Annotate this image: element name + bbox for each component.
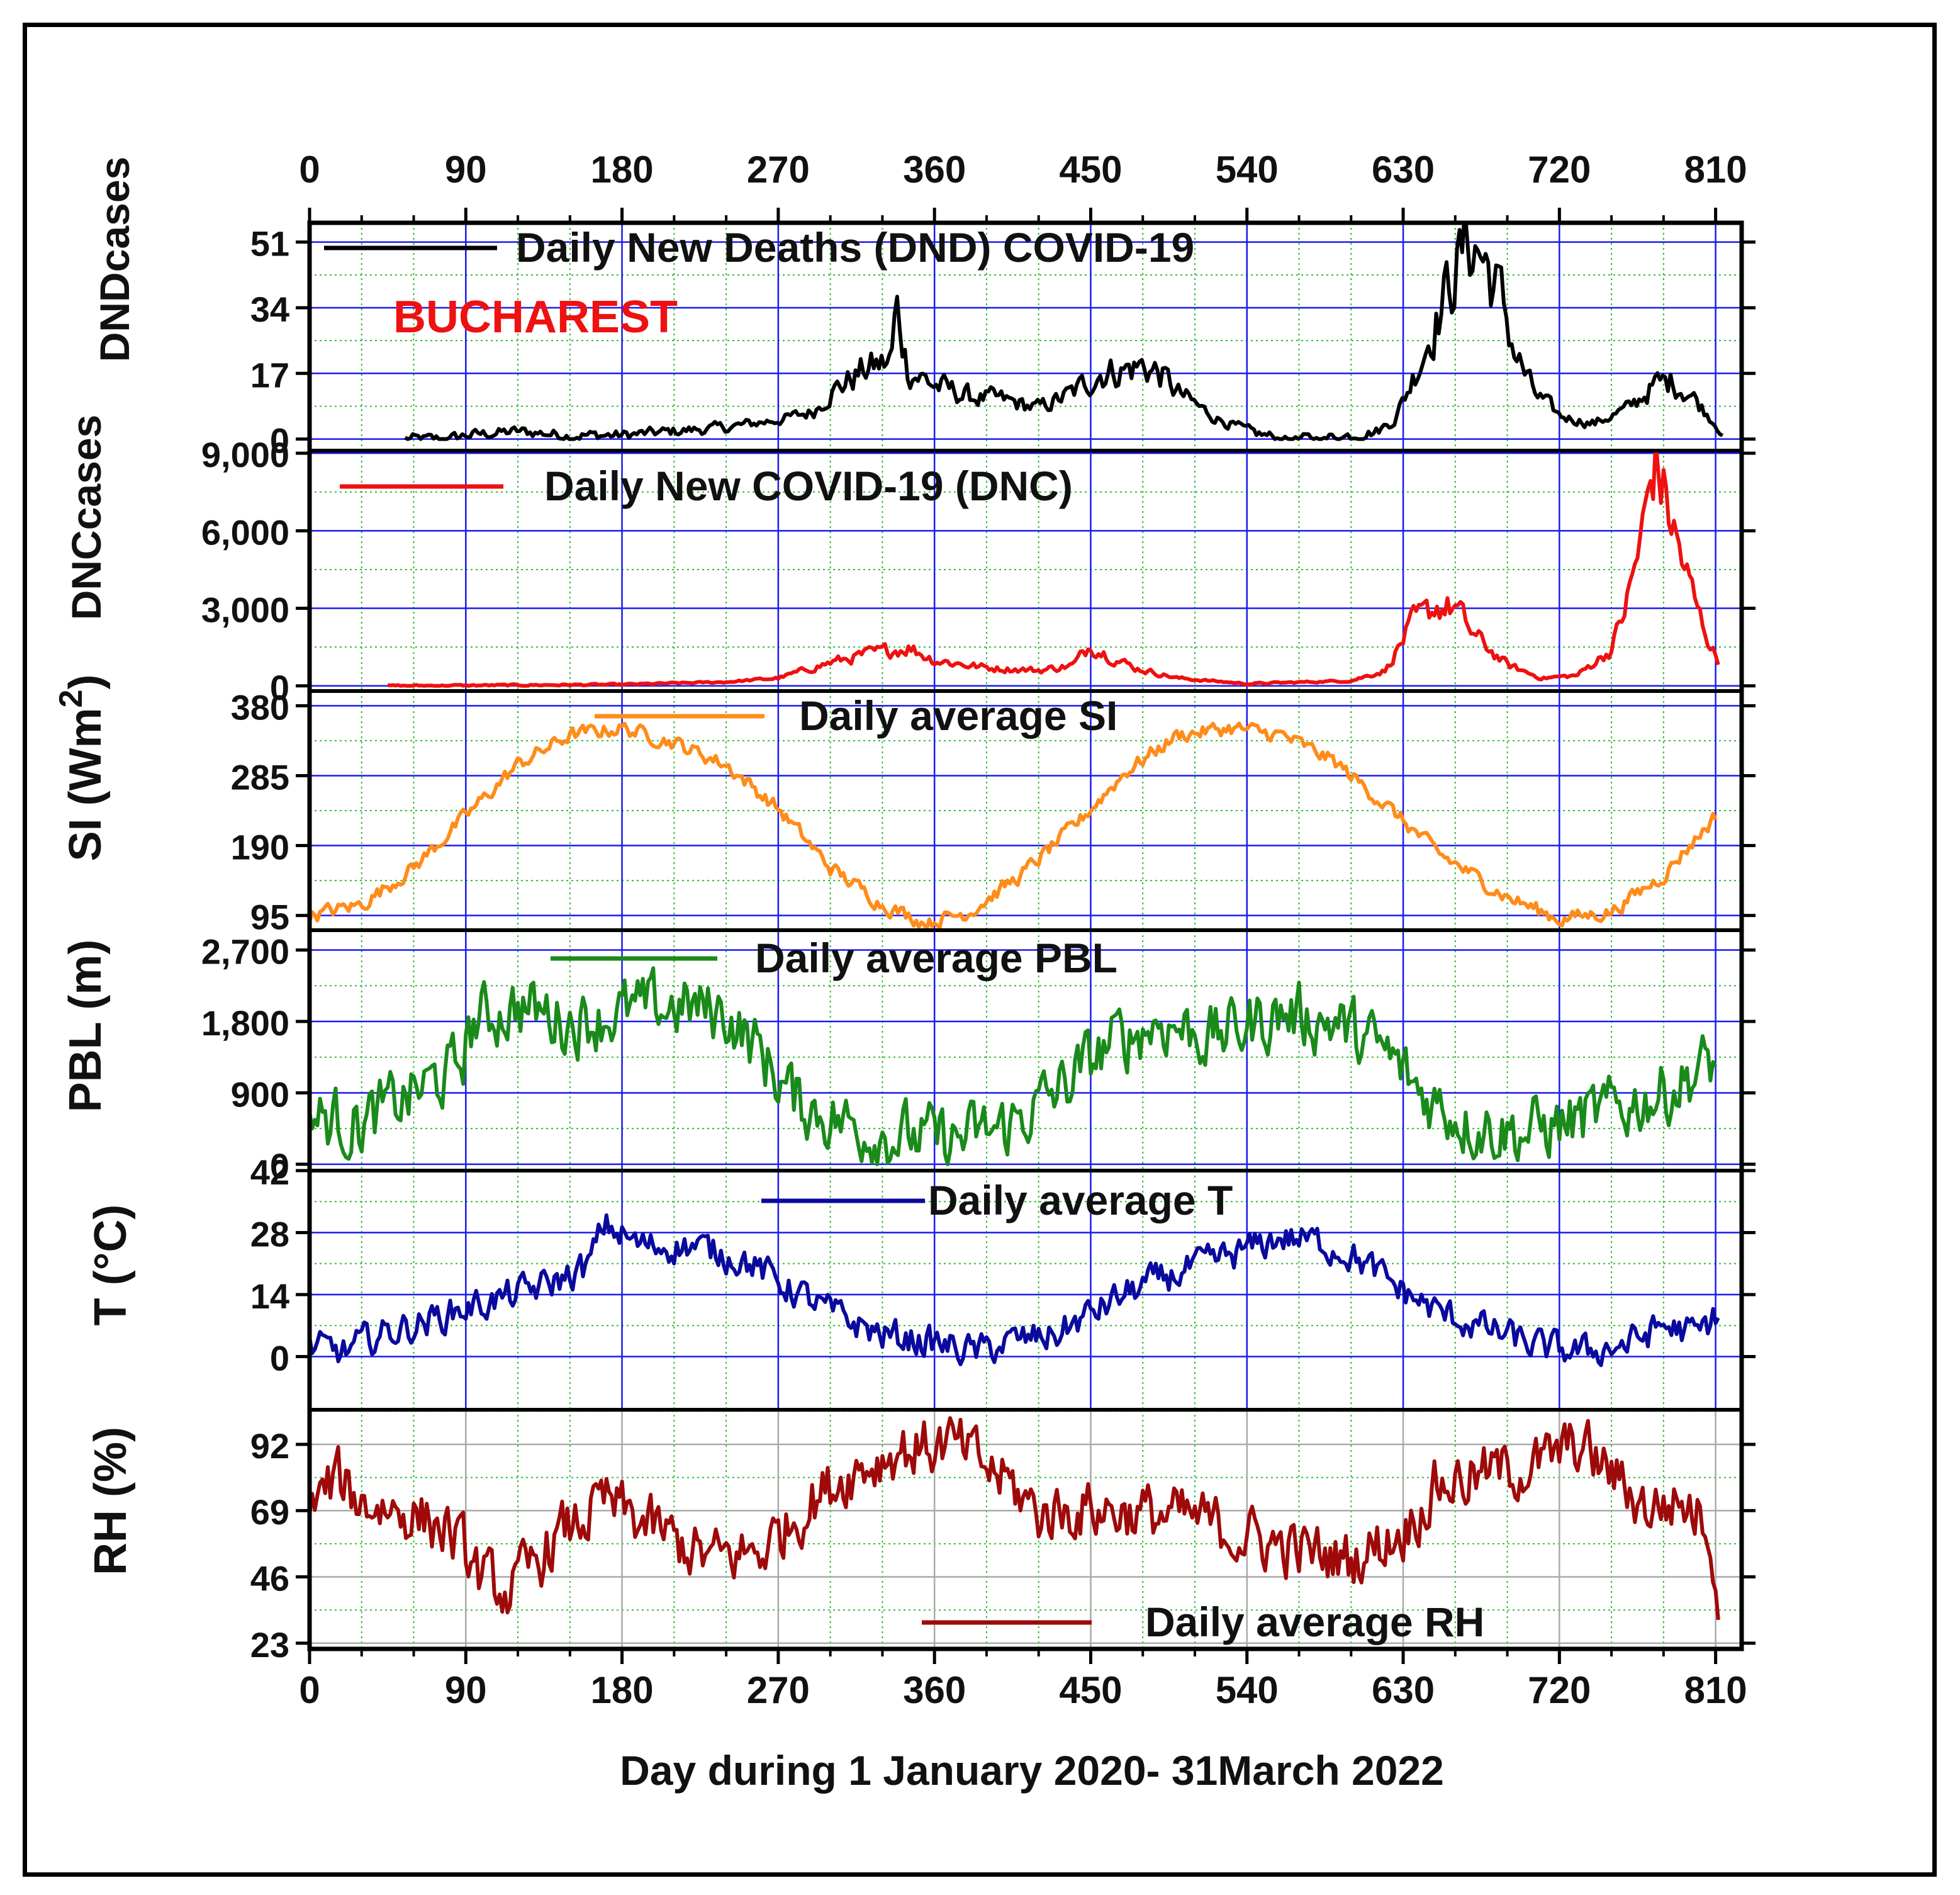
legend-label-t: Daily average T <box>928 1177 1233 1223</box>
y-tick-label: 69 <box>250 1492 289 1532</box>
minor-grid-si <box>310 691 1742 930</box>
y-tick-label: 92 <box>250 1426 289 1466</box>
y-tick-label: 2,700 <box>201 932 289 972</box>
y-tick-label: 51 <box>250 224 289 264</box>
x-tick-label-top: 90 <box>445 149 487 191</box>
x-tick-label-top: 180 <box>591 149 654 191</box>
y-axis-label-dnd: DNDcases <box>91 157 138 363</box>
y-tick-label: 95 <box>250 897 289 937</box>
legend-label-rh: Daily average RH <box>1145 1599 1484 1645</box>
y-tick-label: 34 <box>250 290 289 329</box>
x-tick-label-top: 810 <box>1684 149 1747 191</box>
legend-label-dnd: Daily New Deaths (DND) COVID-19 <box>516 224 1194 271</box>
series-line-dnc <box>387 451 1720 688</box>
y-tick-label: 42 <box>250 1152 289 1192</box>
y-tick-label: 190 <box>231 828 289 867</box>
x-tick-label-bottom: 540 <box>1216 1669 1279 1711</box>
x-tick-label-bottom: 810 <box>1684 1669 1747 1711</box>
x-tick-label-bottom: 90 <box>445 1669 487 1711</box>
y-tick-label: 0 <box>270 421 289 461</box>
panel-pbl: 0 900 1,800 2,700 PBL (m) Daily average PBL <box>60 928 1756 1186</box>
y-tick-label: 1,800 <box>201 1003 289 1043</box>
y-axis-label-rh: RH (%) <box>86 1427 136 1575</box>
y-axis-label-dnc: DNCcases <box>63 415 109 621</box>
panel-dnc: 0 3,000 6,000 9,000 DNCcases Daily New COVID-… <box>63 415 1756 707</box>
minor-grid-t <box>310 1171 1742 1410</box>
y-tick-label: 3,000 <box>201 590 289 630</box>
x-tick-label-top: 0 <box>299 149 320 191</box>
y-tick-label: 0 <box>270 1339 289 1378</box>
series-line-dnd <box>404 223 1724 441</box>
y-tick-label: 285 <box>231 757 289 797</box>
x-tick-label-bottom: 180 <box>591 1669 654 1711</box>
y-tick-label: 900 <box>231 1074 289 1114</box>
y-tick-label: 14 <box>250 1276 289 1316</box>
y-tick-label: 46 <box>250 1559 289 1599</box>
x-tick-label-top: 630 <box>1372 149 1435 191</box>
x-tick-label-top: 360 <box>903 149 966 191</box>
y-tick-label: 0 <box>270 1146 289 1186</box>
y-tick-label: 23 <box>250 1625 289 1665</box>
legend-label-dnc: Daily New COVID-19 (DNC) <box>544 463 1073 509</box>
x-axis: 0 0 90 90 180 180 270 270 360 360 450 450 540 540 630 6… <box>299 149 1747 1711</box>
y-tick-label: 9,000 <box>201 435 289 475</box>
x-axis-title: Day during 1 January 2020- 31March 2022 <box>620 1747 1444 1794</box>
city-label: BUCHAREST <box>393 292 678 342</box>
plot-border <box>307 220 1744 1651</box>
y-tick-label: 6,000 <box>201 512 289 552</box>
x-tick-label-top: 450 <box>1059 149 1122 191</box>
x-tick-label-bottom: 270 <box>747 1669 810 1711</box>
x-tick-label-bottom: 630 <box>1372 1669 1435 1711</box>
panel-rh: 23 46 69 92 RH (%) Daily average RH <box>86 1408 1756 1665</box>
x-tick-label-bottom: 0 <box>299 1669 320 1711</box>
legend-label-pbl: Daily average PBL <box>755 935 1117 981</box>
y-tick-label: 0 <box>270 668 289 707</box>
y-tick-label: 380 <box>231 687 289 727</box>
series-line-rh <box>310 1416 1720 1621</box>
y-axis-label-si: SI (Wm2) <box>53 675 111 862</box>
series-line-si <box>310 721 1718 930</box>
panel-t: 0 14 28 42 T (°C) Daily average T <box>86 1152 1756 1410</box>
y-tick-label: 28 <box>250 1215 289 1254</box>
series-line-pbl <box>310 966 1718 1166</box>
y-axis-label-t: T (°C) <box>86 1205 136 1326</box>
panel-dnd: 0 17 34 51 DNDcases Daily New Deaths (DND) CO… <box>91 157 1756 461</box>
y-tick-label: 17 <box>250 355 289 395</box>
panel-si: 95 190 285 380 SI (Wm2) Daily average SI <box>53 675 1756 937</box>
x-tick-label-bottom: 450 <box>1059 1669 1122 1711</box>
figure-border <box>23 23 1937 1877</box>
minor-grid-rh <box>310 1410 1742 1649</box>
legend-label-si: Daily average SI <box>799 692 1117 739</box>
x-tick-label-bottom: 720 <box>1528 1669 1591 1711</box>
y-axis-label-pbl: PBL (m) <box>60 940 111 1113</box>
series-line-t <box>310 1213 1720 1368</box>
x-tick-label-top: 270 <box>747 149 810 191</box>
x-tick-label-top: 540 <box>1216 149 1279 191</box>
minor-grid-dnc <box>310 451 1742 691</box>
x-tick-label-top: 720 <box>1528 149 1591 191</box>
x-tick-label-bottom: 360 <box>903 1669 966 1711</box>
